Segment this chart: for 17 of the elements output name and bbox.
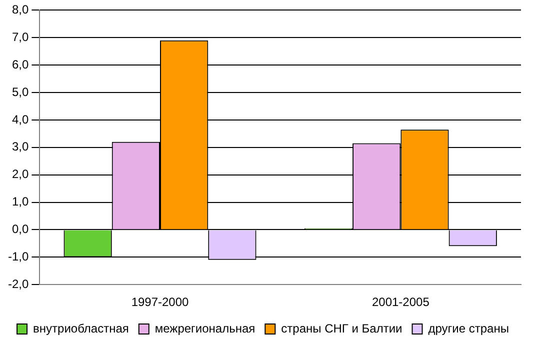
legend-label: другие страны (428, 321, 509, 336)
y-tick-label: 3,0 (12, 140, 29, 154)
y-tick-label: 5,0 (12, 84, 29, 99)
y-tick-label: 1,0 (12, 194, 29, 209)
y-tick-label: 0,0 (12, 222, 29, 236)
y-tick-label: 7,0 (12, 30, 29, 44)
x-tick-label: 1997-2000 (131, 295, 190, 310)
y-tick-label: 2,0 (12, 167, 29, 182)
x-tick-label: 2001-2005 (372, 295, 430, 310)
legend-label: межрегиональная (154, 321, 256, 336)
y-tick-label: 6,0 (12, 57, 29, 72)
y-tick-label: -1,0 (8, 249, 29, 264)
y-tick-label: 8,0 (12, 2, 29, 17)
y-tick-label: 4,0 (12, 112, 29, 126)
legend-label: внутриобластная (33, 321, 129, 336)
y-tick-label: -2,0 (8, 276, 29, 291)
legend-label: страны СНГ и Балтии (281, 321, 402, 336)
